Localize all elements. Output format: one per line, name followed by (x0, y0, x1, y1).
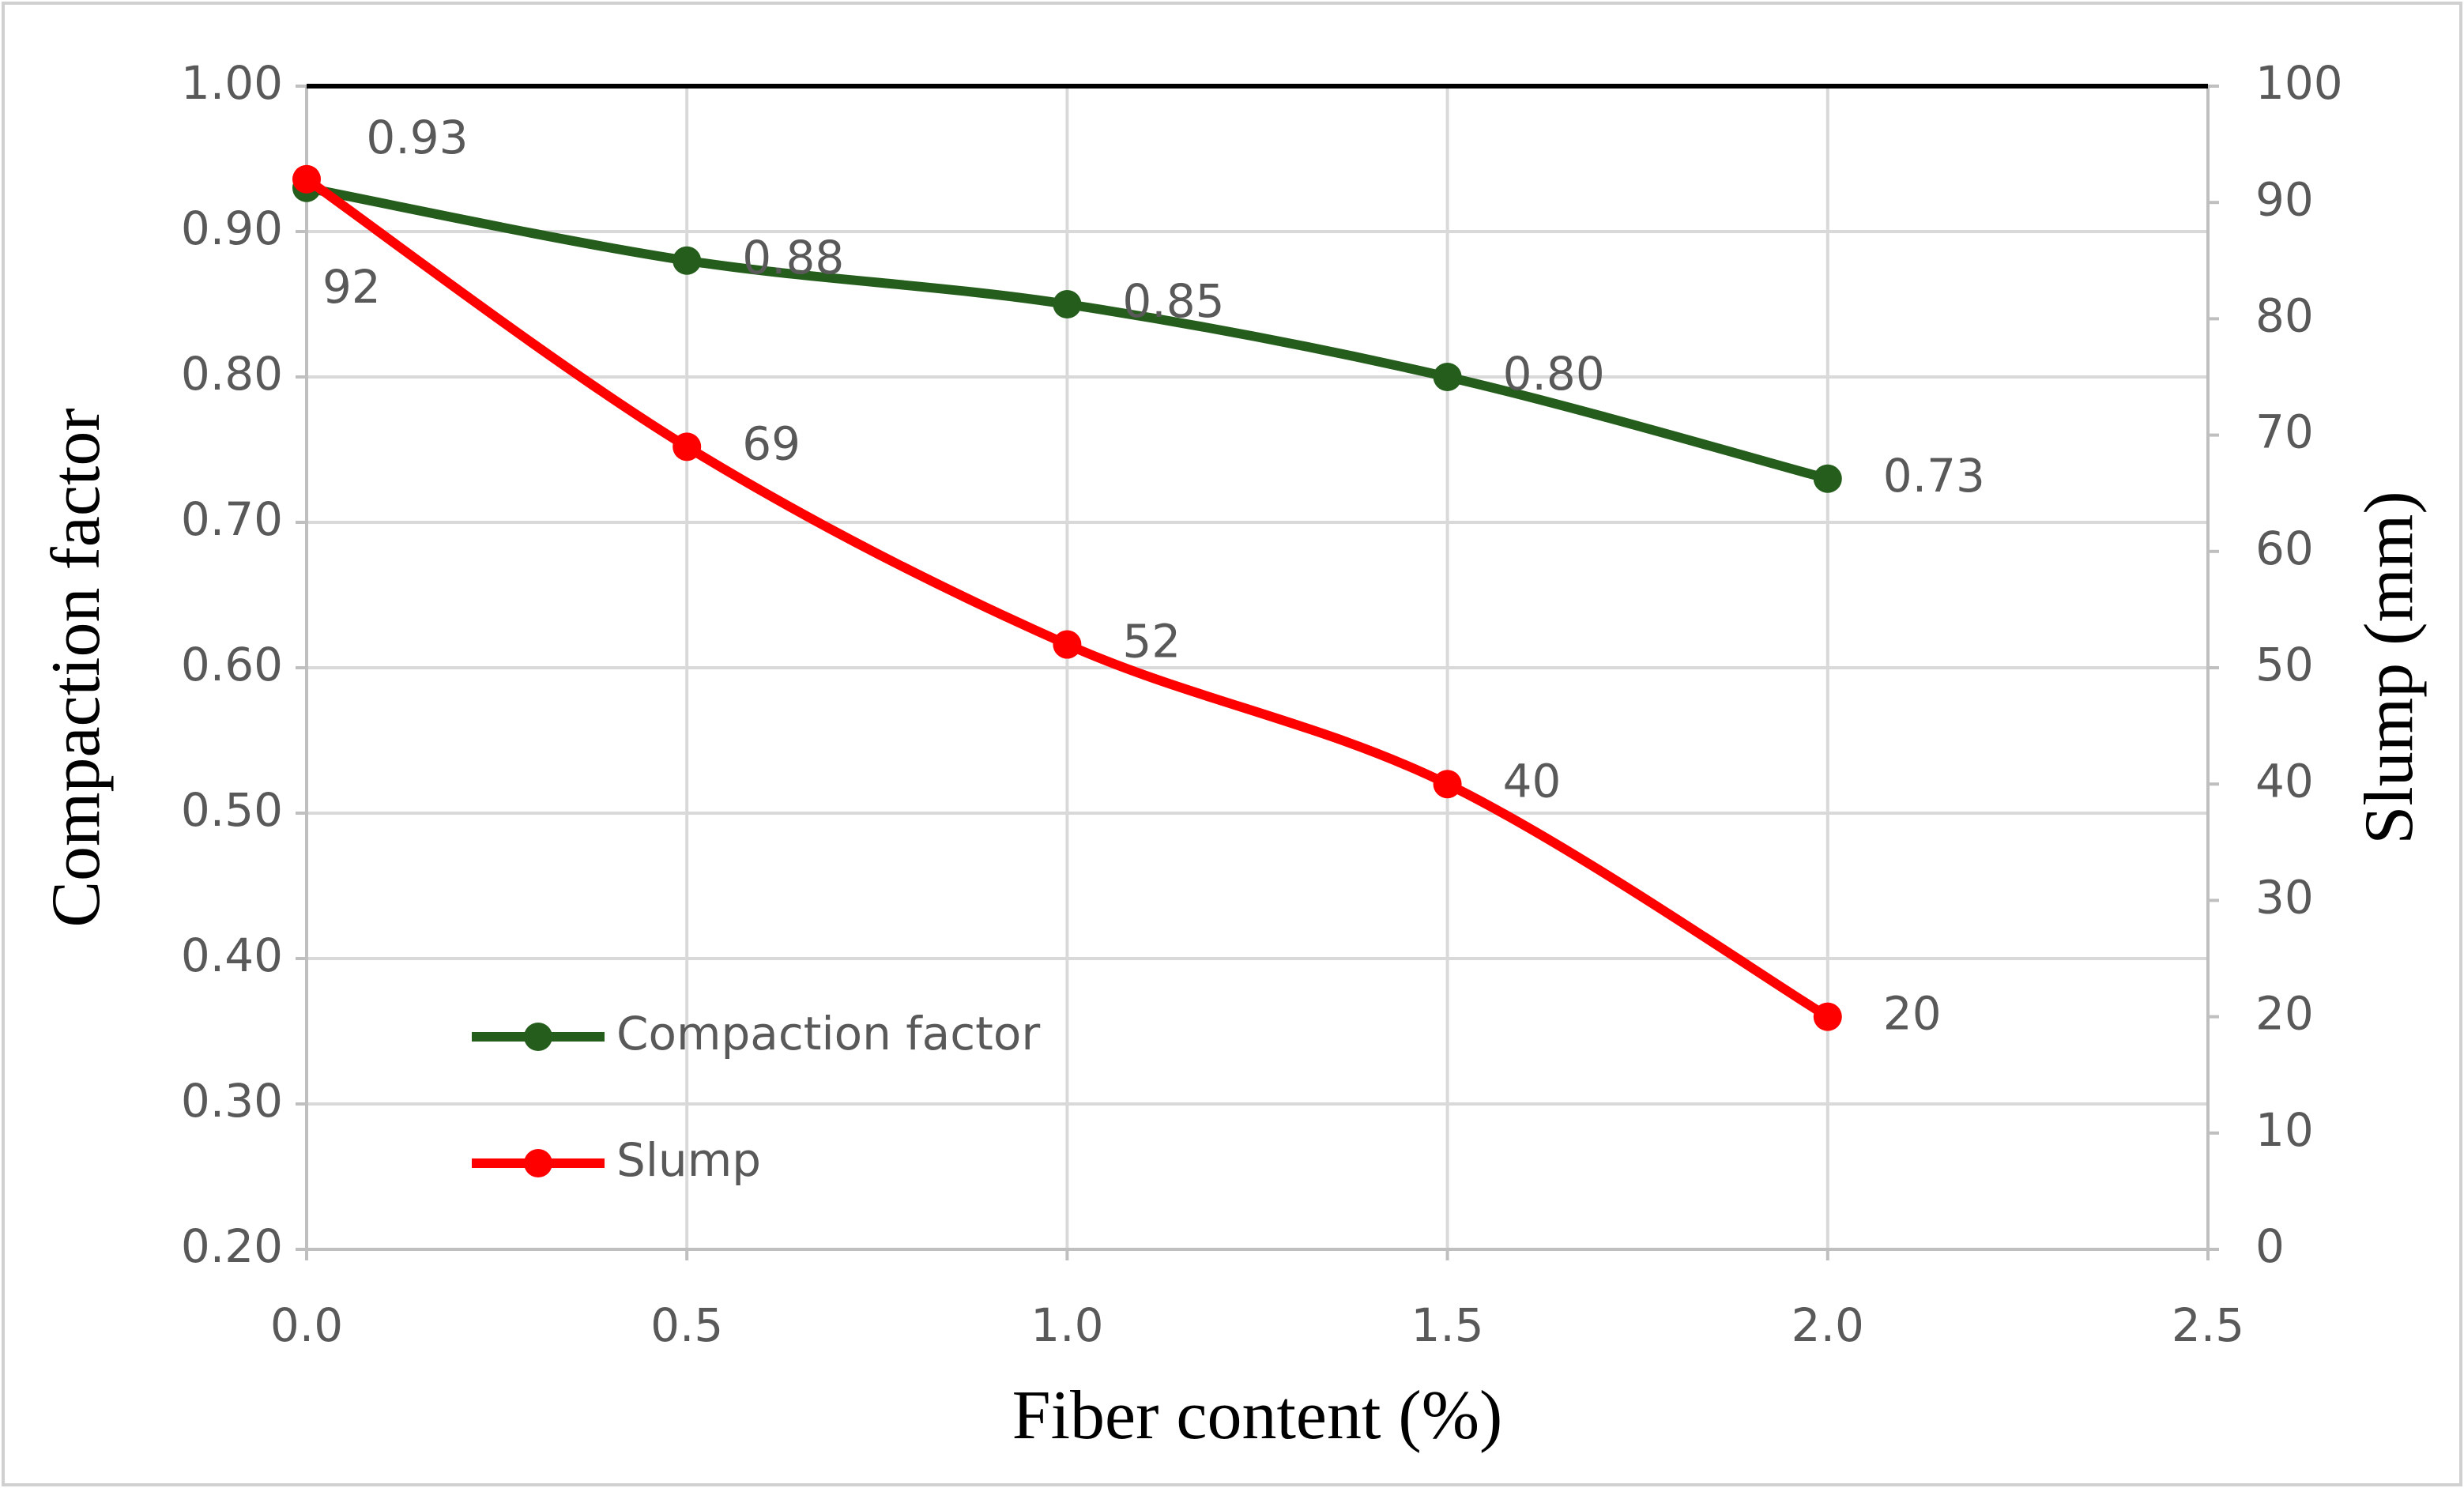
data-point (1813, 1002, 1842, 1031)
data-point (1433, 770, 1462, 799)
x-tick-label: 1.5 (1411, 1298, 1483, 1352)
y-tick-label: 0.40 (181, 929, 283, 982)
data-label: 0.88 (742, 231, 844, 284)
x-tick-label: 1.0 (1030, 1298, 1103, 1352)
legend-label: Compaction factor (616, 1007, 1040, 1060)
y2-tick-label: 80 (2255, 289, 2314, 343)
data-point (1433, 363, 1462, 391)
y-tick-label: 0.30 (181, 1074, 283, 1128)
y2-tick-label: 90 (2255, 172, 2314, 226)
data-label: 52 (1122, 615, 1181, 669)
data-point (673, 246, 702, 275)
x-axis-title: Fiber content (%) (1012, 1377, 1503, 1454)
y-tick-label: 1.00 (181, 56, 283, 110)
y2-axis-title: Slump (mm) (2351, 491, 2428, 844)
y2-tick-label: 60 (2255, 522, 2314, 575)
x-tick-label: 2.5 (2172, 1298, 2244, 1352)
x-tick-label: 0.0 (270, 1298, 343, 1352)
data-point (1813, 464, 1842, 493)
y2-tick-label: 10 (2255, 1103, 2314, 1157)
y-tick-label: 0.20 (181, 1219, 283, 1273)
x-tick-label: 2.0 (1791, 1298, 1864, 1352)
y2-tick-label: 40 (2255, 754, 2314, 808)
x-tick-label: 0.5 (650, 1298, 723, 1352)
data-label: 40 (1503, 754, 1562, 808)
data-label: 0.80 (1503, 347, 1605, 401)
y2-tick-label: 100 (2255, 56, 2343, 110)
data-label: 69 (742, 416, 801, 470)
y2-tick-label: 0 (2255, 1219, 2285, 1273)
data-label: 20 (1883, 987, 1942, 1041)
y-axis-title: Compaction factor (38, 408, 115, 927)
data-point (673, 432, 702, 461)
y-tick-label: 0.70 (181, 492, 283, 546)
legend-label: Slump (616, 1133, 761, 1187)
data-label: 0.73 (1883, 449, 1985, 503)
y2-tick-label: 20 (2255, 987, 2314, 1041)
legend-marker (524, 1149, 552, 1177)
y-tick-label: 0.50 (181, 783, 283, 837)
y-tick-label: 0.90 (181, 202, 283, 255)
data-point (292, 164, 321, 194)
data-label: 0.93 (366, 111, 468, 164)
y2-tick-label: 30 (2255, 871, 2314, 925)
y-tick-label: 0.80 (181, 347, 283, 401)
data-point (1053, 630, 1082, 659)
y2-tick-label: 50 (2255, 638, 2314, 691)
data-point (1053, 290, 1082, 318)
legend-marker (524, 1023, 552, 1051)
y-tick-label: 0.60 (181, 638, 283, 691)
data-label: 92 (322, 260, 381, 314)
y2-tick-label: 70 (2255, 405, 2314, 459)
data-label: 0.85 (1122, 274, 1224, 328)
